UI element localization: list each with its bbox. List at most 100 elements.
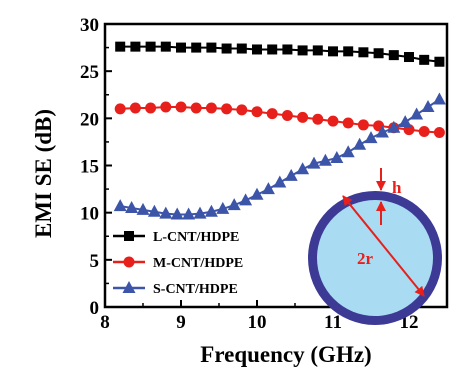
data-point bbox=[160, 41, 171, 52]
data-point bbox=[432, 92, 446, 105]
data-point bbox=[176, 42, 186, 53]
data-point bbox=[267, 44, 278, 55]
data-point bbox=[273, 175, 287, 188]
x-tick-label: 10 bbox=[248, 312, 267, 333]
data-point bbox=[239, 193, 253, 206]
data-point bbox=[281, 110, 293, 122]
y-tick-label: 20 bbox=[80, 109, 99, 130]
data-point bbox=[284, 168, 298, 181]
data-point bbox=[130, 41, 141, 52]
data-point bbox=[125, 200, 139, 213]
legend-marker bbox=[123, 256, 135, 268]
data-point bbox=[297, 45, 308, 56]
x-tick-label: 8 bbox=[100, 312, 110, 333]
data-point bbox=[175, 101, 187, 113]
data-point bbox=[221, 43, 232, 54]
data-point bbox=[364, 131, 378, 144]
y-tick-label: 5 bbox=[90, 251, 100, 272]
data-point bbox=[113, 199, 127, 212]
data-point bbox=[353, 137, 367, 150]
data-point bbox=[330, 150, 344, 163]
data-point bbox=[410, 107, 424, 120]
legend-marker bbox=[122, 281, 136, 293]
data-point bbox=[145, 102, 157, 114]
data-point bbox=[160, 101, 172, 113]
data-point bbox=[251, 106, 263, 118]
data-point bbox=[358, 47, 369, 58]
data-point bbox=[328, 46, 338, 57]
data-point bbox=[216, 201, 230, 214]
data-point bbox=[206, 42, 217, 53]
data-point bbox=[375, 125, 389, 138]
data-point bbox=[418, 126, 430, 138]
legend-label: S-CNT/HDPE bbox=[153, 282, 238, 297]
data-point bbox=[419, 54, 430, 65]
data-point bbox=[266, 108, 278, 120]
data-point bbox=[312, 45, 323, 56]
y-tick-label: 30 bbox=[80, 15, 99, 36]
series-S-CNT/HDPE bbox=[113, 92, 446, 220]
data-point bbox=[312, 113, 324, 125]
data-point bbox=[282, 44, 293, 55]
data-point bbox=[136, 202, 150, 215]
y-tick-label: 0 bbox=[90, 298, 100, 319]
series-line bbox=[120, 45, 440, 63]
legend-item: S-CNT/HDPE bbox=[113, 281, 238, 297]
diameter-label: 2r bbox=[357, 249, 374, 268]
data-point bbox=[227, 198, 241, 211]
y-tick-label: 15 bbox=[80, 157, 99, 178]
legend-marker bbox=[124, 231, 134, 241]
data-point bbox=[398, 115, 412, 128]
legend-label: L-CNT/HDPE bbox=[153, 230, 239, 245]
x-tick-label: 9 bbox=[176, 312, 186, 333]
tube-inset-diagram: h 2r bbox=[308, 168, 442, 325]
data-point bbox=[236, 43, 247, 54]
data-point bbox=[182, 207, 196, 220]
legend-item: L-CNT/HDPE bbox=[113, 230, 239, 245]
data-point bbox=[434, 56, 445, 67]
data-point bbox=[433, 126, 445, 138]
data-point bbox=[147, 204, 161, 217]
y-axis-title: EMI SE (dB) bbox=[31, 109, 56, 238]
diameter-arrow bbox=[342, 195, 425, 297]
data-point bbox=[250, 187, 264, 200]
data-point bbox=[159, 206, 173, 219]
data-point bbox=[318, 153, 332, 166]
data-point bbox=[204, 204, 218, 217]
tube-inner-core bbox=[317, 200, 433, 316]
data-point bbox=[297, 111, 309, 123]
data-point bbox=[387, 120, 401, 133]
data-point bbox=[114, 103, 126, 115]
legend-item: M-CNT/HDPE bbox=[113, 256, 243, 271]
data-point bbox=[115, 41, 126, 52]
legend-label: M-CNT/HDPE bbox=[153, 256, 243, 271]
data-point bbox=[327, 115, 339, 127]
data-point bbox=[191, 42, 202, 53]
data-point bbox=[145, 41, 156, 52]
data-point bbox=[252, 44, 262, 55]
data-point bbox=[190, 102, 202, 114]
data-point bbox=[129, 102, 141, 114]
series-M-CNT/HDPE bbox=[114, 101, 445, 138]
x-axis-title: Frequency (GHz) bbox=[200, 342, 371, 367]
y-tick-label: 25 bbox=[80, 62, 99, 83]
data-point bbox=[388, 50, 399, 61]
data-point bbox=[296, 162, 310, 175]
x-tick-label: 11 bbox=[324, 312, 342, 333]
data-point bbox=[404, 52, 414, 63]
series-L-CNT/HDPE bbox=[115, 41, 445, 67]
data-point bbox=[307, 156, 321, 169]
thickness-label: h bbox=[392, 178, 402, 197]
data-point bbox=[421, 100, 435, 113]
data-point bbox=[373, 48, 384, 59]
series-line bbox=[120, 106, 440, 134]
data-point bbox=[170, 207, 184, 220]
series-layer bbox=[113, 41, 446, 220]
data-point bbox=[261, 182, 275, 195]
data-point bbox=[193, 206, 207, 219]
data-point bbox=[221, 103, 233, 115]
data-point bbox=[205, 102, 217, 114]
data-point bbox=[343, 46, 354, 57]
